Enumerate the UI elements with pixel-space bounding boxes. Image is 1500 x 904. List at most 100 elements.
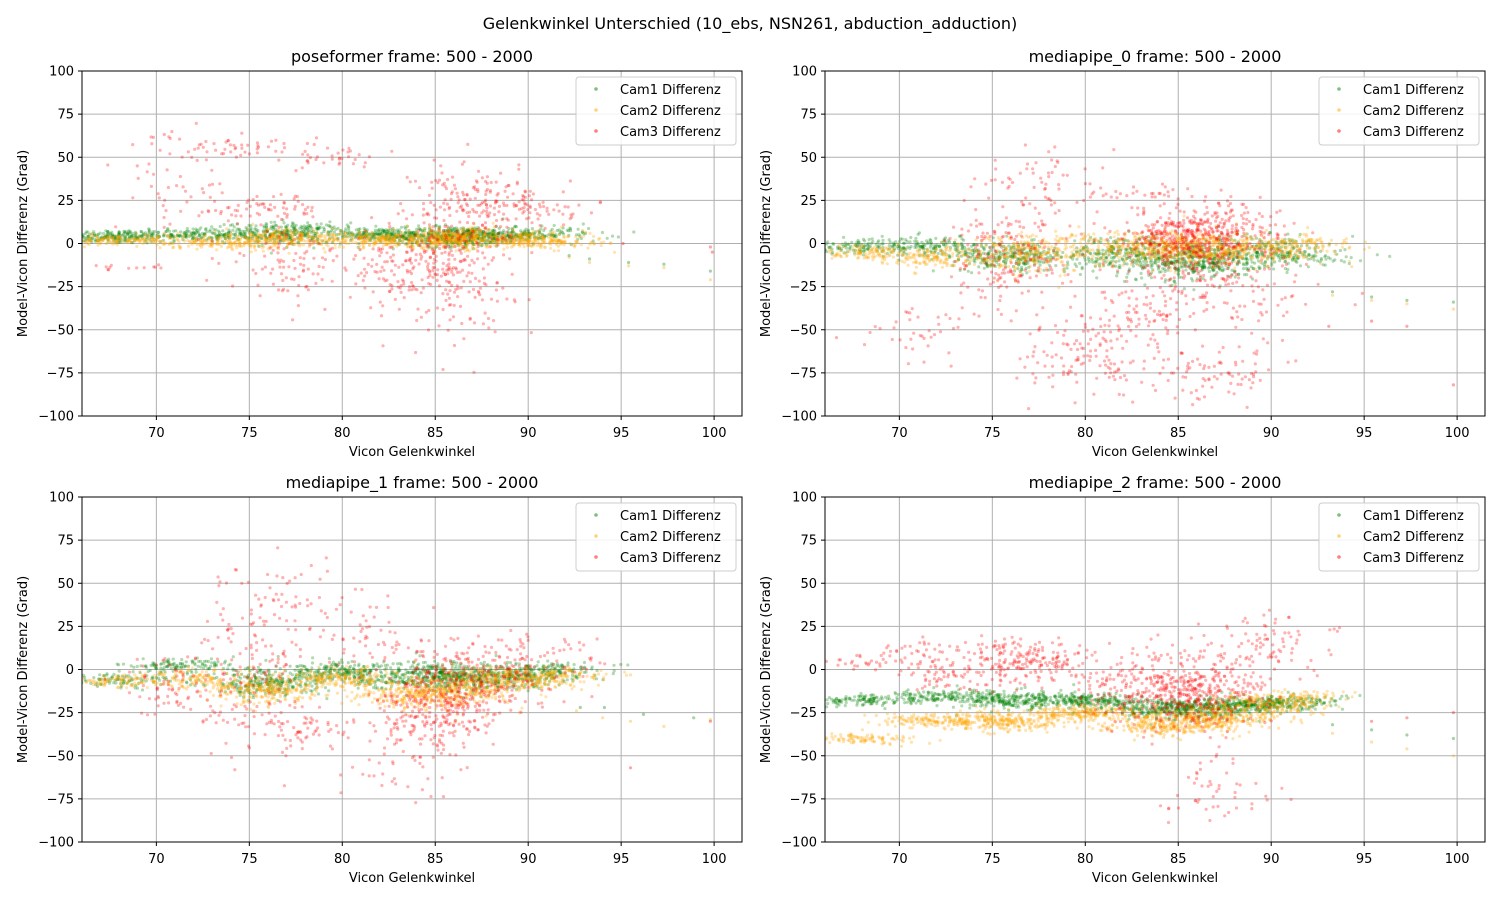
data-point	[267, 145, 270, 148]
data-point	[448, 297, 451, 300]
data-point	[613, 251, 616, 254]
data-point	[234, 147, 237, 150]
data-point	[422, 202, 425, 205]
data-point	[430, 181, 433, 184]
data-point	[512, 231, 515, 234]
data-point	[433, 242, 436, 245]
data-point	[495, 225, 498, 228]
data-point	[526, 208, 529, 211]
data-point	[114, 225, 117, 228]
data-point	[354, 282, 357, 285]
data-point	[850, 241, 853, 244]
data-point	[235, 260, 238, 263]
data-point	[381, 344, 384, 347]
data-point	[96, 236, 99, 239]
data-point	[455, 249, 458, 252]
data-point	[261, 236, 264, 239]
data-point	[472, 222, 475, 225]
data-point	[448, 281, 451, 284]
data-point	[272, 283, 275, 286]
data-point	[934, 237, 937, 240]
data-point	[588, 257, 591, 260]
data-point	[662, 266, 665, 269]
data-point	[341, 241, 344, 244]
data-point	[179, 230, 182, 233]
data-point	[417, 229, 420, 232]
data-point	[390, 287, 393, 290]
data-point	[555, 241, 558, 244]
data-point	[381, 247, 384, 250]
data-point	[445, 187, 448, 190]
data-point	[546, 210, 549, 213]
data-point	[460, 204, 463, 207]
data-point	[381, 304, 384, 307]
data-point	[408, 242, 411, 245]
data-point	[471, 247, 474, 250]
data-point	[473, 321, 476, 324]
data-point	[193, 239, 196, 242]
data-point	[527, 216, 530, 219]
data-point	[493, 207, 496, 210]
data-point	[530, 221, 533, 224]
data-point	[474, 277, 477, 280]
data-point	[235, 156, 238, 159]
data-point	[219, 237, 222, 240]
data-point	[492, 319, 495, 322]
data-point	[893, 243, 896, 246]
data-point	[406, 271, 409, 274]
data-point	[456, 192, 459, 195]
data-point	[390, 238, 393, 241]
data-point	[438, 247, 441, 250]
data-point	[434, 245, 437, 248]
data-point	[528, 298, 531, 301]
data-point	[506, 196, 509, 199]
data-point	[460, 286, 463, 289]
data-point	[973, 243, 976, 246]
data-point	[569, 213, 572, 216]
data-point	[486, 182, 489, 185]
data-point	[193, 235, 196, 238]
data-point	[158, 246, 161, 249]
data-point	[270, 221, 273, 224]
data-point	[446, 203, 449, 206]
data-point	[205, 279, 208, 282]
data-point	[506, 242, 509, 245]
x-tick-label: 80	[334, 426, 351, 441]
data-point	[148, 228, 151, 231]
data-point	[69, 230, 72, 233]
data-point	[402, 209, 405, 212]
data-point	[349, 221, 352, 224]
data-point	[466, 221, 469, 224]
data-point	[307, 231, 310, 234]
data-point	[523, 206, 526, 209]
data-point	[428, 194, 431, 197]
data-point	[476, 181, 479, 184]
data-point	[478, 280, 481, 283]
data-point	[303, 252, 306, 255]
data-point	[490, 181, 493, 184]
data-point	[513, 241, 516, 244]
data-point	[434, 179, 437, 182]
data-point	[502, 231, 505, 234]
data-point	[75, 239, 78, 242]
data-point	[315, 235, 318, 238]
data-point	[277, 246, 280, 249]
data-point	[398, 238, 401, 241]
data-point	[174, 229, 177, 232]
data-point	[274, 230, 277, 233]
data-point	[556, 203, 559, 206]
data-point	[270, 241, 273, 244]
data-point	[1150, 276, 1153, 279]
data-point	[163, 133, 166, 136]
data-point	[387, 241, 390, 244]
data-point	[100, 238, 103, 241]
data-point	[1088, 260, 1091, 263]
data-point	[311, 215, 314, 218]
data-point	[530, 251, 533, 254]
data-point	[356, 237, 359, 240]
x-tick-label: 85	[427, 426, 444, 441]
data-point	[318, 238, 321, 241]
data-point	[256, 284, 259, 287]
data-point	[249, 246, 252, 249]
data-point	[224, 237, 227, 240]
